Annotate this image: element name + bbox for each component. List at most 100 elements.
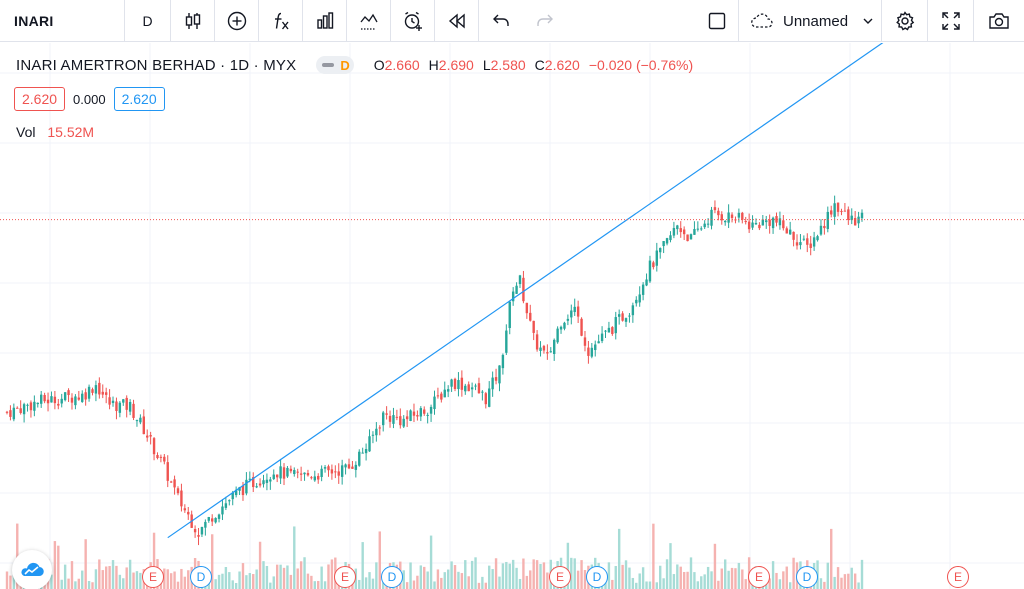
candle-body bbox=[720, 214, 723, 221]
candle-body bbox=[275, 474, 279, 478]
volume-bar bbox=[423, 566, 426, 589]
volume-bar bbox=[5, 571, 9, 589]
indicators-button[interactable] bbox=[259, 0, 303, 42]
chart-type-button[interactable] bbox=[171, 0, 215, 42]
tradingview-logo[interactable] bbox=[12, 550, 52, 589]
templates-button[interactable] bbox=[347, 0, 391, 42]
volume-bar bbox=[419, 565, 423, 589]
add-indicator-button[interactable] bbox=[215, 0, 259, 42]
price-chart[interactable] bbox=[0, 43, 1024, 589]
candle-body bbox=[744, 221, 747, 223]
earnings-marker[interactable]: E bbox=[549, 566, 571, 588]
dividend-marker[interactable]: D bbox=[190, 566, 212, 588]
dividend-marker[interactable]: D bbox=[796, 566, 818, 588]
candle-body bbox=[358, 451, 361, 466]
candle-body bbox=[614, 317, 617, 334]
layout-menu-button[interactable]: Unnamed bbox=[739, 0, 882, 42]
candle-body bbox=[436, 395, 440, 397]
volume-bar bbox=[635, 582, 638, 589]
candle-body bbox=[826, 211, 829, 229]
volume-bar bbox=[662, 578, 665, 589]
volume-bar bbox=[737, 562, 741, 589]
candle-body bbox=[77, 397, 81, 400]
drawing-rectangle-button[interactable] bbox=[695, 0, 739, 42]
volume-bar bbox=[364, 577, 368, 589]
volume-bar bbox=[382, 582, 385, 589]
market-status-badge[interactable]: D bbox=[316, 56, 354, 74]
candle-body bbox=[474, 385, 477, 387]
settings-button[interactable] bbox=[882, 0, 928, 42]
candle-body bbox=[553, 339, 556, 354]
volume-bar bbox=[847, 573, 850, 589]
compare-button[interactable] bbox=[303, 0, 347, 42]
candle-body bbox=[334, 471, 337, 473]
candle-body bbox=[385, 413, 388, 415]
candle-body bbox=[532, 320, 535, 333]
buy-price-box[interactable]: 2.620 bbox=[113, 87, 165, 111]
volume-bar bbox=[9, 575, 12, 589]
candle-body bbox=[135, 420, 139, 422]
candle-body bbox=[221, 506, 224, 515]
candle-body bbox=[207, 517, 210, 521]
replay-button[interactable] bbox=[435, 0, 479, 42]
volume-bar bbox=[81, 570, 84, 589]
candle-body bbox=[22, 404, 26, 415]
symbol-search-button[interactable]: INARI bbox=[0, 0, 125, 42]
candle-body bbox=[549, 351, 552, 353]
candle-body bbox=[125, 397, 128, 410]
candlestick-chart-svg[interactable] bbox=[0, 43, 1024, 589]
volume-legend[interactable]: Vol 15.52M bbox=[16, 124, 94, 140]
candle-body bbox=[635, 299, 638, 304]
earnings-marker[interactable]: E bbox=[947, 566, 969, 588]
volume-bar bbox=[67, 578, 70, 589]
volume-bar bbox=[679, 566, 682, 589]
volume-bar bbox=[409, 562, 412, 589]
alert-icon bbox=[404, 11, 422, 31]
candle-body bbox=[371, 434, 375, 436]
earnings-marker[interactable]: E bbox=[142, 566, 164, 588]
candle-body bbox=[122, 399, 125, 403]
volume-bar bbox=[611, 579, 614, 589]
snapshot-button[interactable] bbox=[974, 0, 1024, 42]
dividend-marker[interactable]: D bbox=[381, 566, 403, 588]
candle-body bbox=[29, 402, 33, 411]
redo-icon bbox=[537, 14, 553, 26]
volume-bar bbox=[498, 576, 501, 589]
fx-icon bbox=[274, 12, 289, 30]
symbol-title[interactable]: INARI AMERTRON BERHAD · 1D · MYX bbox=[16, 56, 297, 74]
candle-body bbox=[703, 223, 706, 228]
candle-body bbox=[286, 467, 289, 477]
redo-button[interactable] bbox=[523, 0, 567, 42]
candle-body bbox=[505, 330, 508, 353]
volume-bar bbox=[484, 582, 487, 589]
volume-bar bbox=[426, 571, 429, 589]
candle-body bbox=[747, 221, 751, 230]
earnings-marker[interactable]: E bbox=[748, 566, 770, 588]
earnings-marker[interactable]: E bbox=[334, 566, 356, 588]
volume-bar bbox=[375, 562, 378, 589]
candle-body bbox=[446, 389, 450, 392]
candle-body bbox=[282, 467, 286, 479]
candle-body bbox=[802, 238, 806, 240]
volume-bar bbox=[87, 580, 91, 589]
dividend-marker[interactable]: D bbox=[586, 566, 608, 588]
replay-icon bbox=[448, 13, 465, 29]
volume-bar bbox=[313, 581, 316, 589]
candle-body bbox=[775, 216, 778, 223]
candle-body bbox=[597, 341, 600, 344]
fullscreen-button[interactable] bbox=[928, 0, 974, 42]
undo-button[interactable] bbox=[479, 0, 523, 42]
volume-bar bbox=[293, 526, 296, 589]
sell-price-box[interactable]: 2.620 bbox=[14, 87, 66, 111]
volume-bar bbox=[734, 568, 737, 589]
volume-bar bbox=[443, 572, 446, 589]
volume-bar bbox=[641, 567, 645, 589]
candle-body bbox=[74, 396, 77, 406]
alert-button[interactable] bbox=[391, 0, 435, 42]
volume-bar bbox=[139, 572, 142, 589]
candle-body bbox=[518, 275, 522, 285]
volume-bar bbox=[689, 557, 693, 589]
candle-body bbox=[700, 228, 703, 230]
volume-bar bbox=[522, 558, 525, 589]
interval-button[interactable]: D bbox=[125, 0, 171, 42]
